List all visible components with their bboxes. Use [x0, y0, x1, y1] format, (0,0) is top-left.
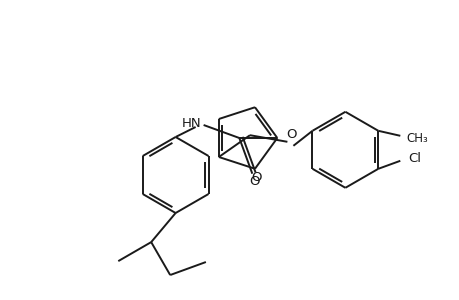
Text: O: O	[251, 171, 262, 184]
Text: CH₃: CH₃	[405, 132, 427, 145]
Text: O: O	[285, 128, 296, 141]
Text: O: O	[248, 175, 259, 188]
Text: Cl: Cl	[408, 152, 420, 165]
Text: HN: HN	[181, 116, 201, 130]
